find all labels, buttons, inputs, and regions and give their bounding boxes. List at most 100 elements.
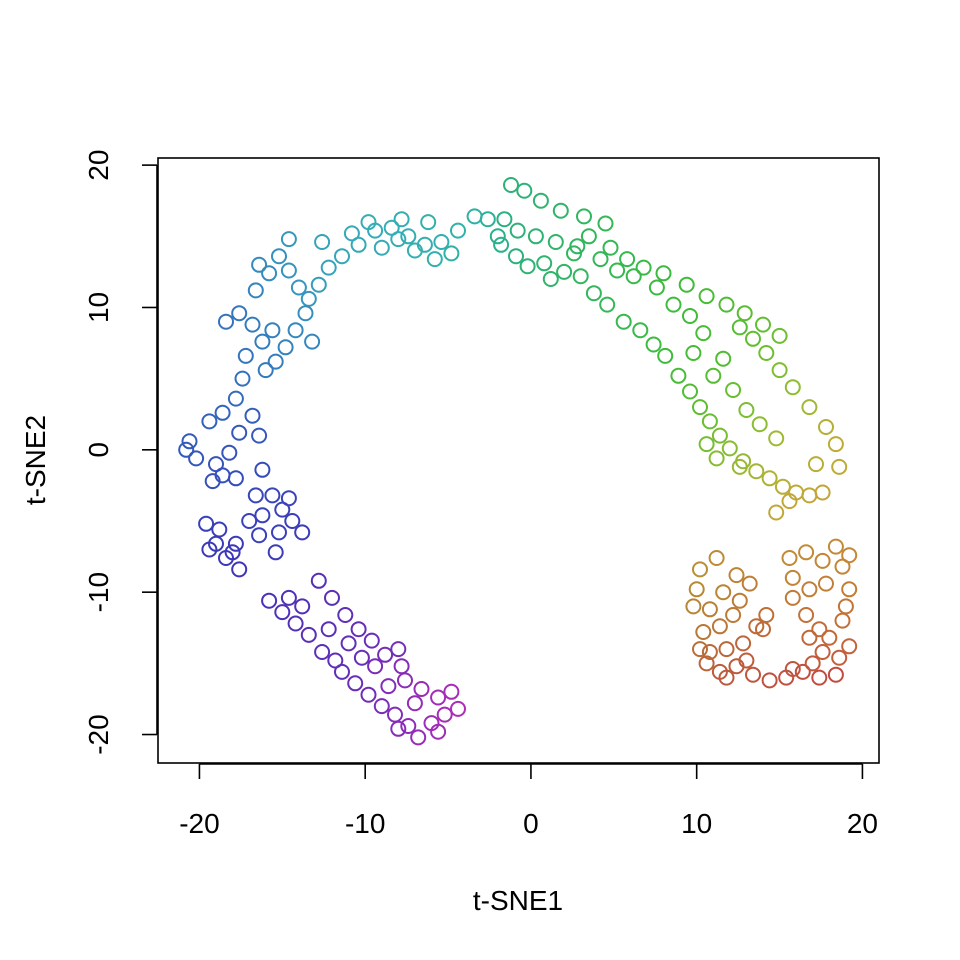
- scatter-point: [314, 234, 331, 250]
- scatter-point: [390, 720, 407, 737]
- scatter-point: [592, 251, 609, 268]
- scatter-point: [290, 279, 307, 296]
- scatter-point: [320, 621, 337, 638]
- scatter-point: [353, 649, 370, 666]
- scatter-point: [280, 490, 297, 507]
- scatter-point: [841, 638, 858, 655]
- x-tick-label: -10: [345, 808, 385, 839]
- scatter-point: [479, 211, 496, 228]
- scatter-point: [527, 228, 544, 245]
- scatter-point: [284, 513, 301, 529]
- scatter-point: [665, 296, 682, 313]
- scatter-point: [632, 322, 649, 339]
- scatter-point: [264, 487, 281, 504]
- scatter-point: [343, 225, 360, 242]
- scatter-point: [761, 470, 778, 487]
- scatter-point: [390, 231, 407, 248]
- y-tick-label: 10: [83, 292, 114, 323]
- scatter-point: [827, 538, 844, 555]
- scatter-point: [247, 487, 264, 504]
- scatter-point: [536, 255, 553, 272]
- scatter-point: [692, 641, 708, 658]
- scatter-point: [731, 319, 748, 336]
- scatter-point: [731, 458, 748, 475]
- scatter-point: [695, 624, 712, 640]
- scatter-point: [373, 239, 390, 256]
- scatter-point: [556, 263, 573, 280]
- scatter-point: [781, 493, 798, 510]
- scatter-point: [738, 652, 755, 669]
- scatter-point: [745, 330, 761, 347]
- scatter-point: [231, 561, 248, 578]
- scatter-point: [337, 607, 354, 623]
- scatter-point: [360, 686, 377, 703]
- scatter-point: [688, 581, 705, 598]
- scatter-point: [334, 248, 350, 265]
- scatter-point: [841, 581, 858, 598]
- scatter-point: [350, 236, 367, 253]
- scatter-point: [406, 242, 423, 259]
- scatter-point: [745, 666, 761, 683]
- x-tick-label: 10: [681, 808, 712, 839]
- scatter-point: [380, 678, 397, 695]
- scatter-point: [808, 456, 824, 473]
- scatter-point: [231, 305, 248, 322]
- scatter-point: [443, 683, 460, 700]
- scatter-point: [721, 440, 738, 457]
- scatter-point: [218, 313, 234, 330]
- scatter-point: [393, 658, 410, 675]
- scatter-point: [214, 404, 231, 421]
- scatter-point: [201, 413, 218, 430]
- scatter-point: [261, 592, 278, 609]
- x-tick-label: -20: [179, 808, 219, 839]
- scatter-point: [294, 598, 311, 615]
- scatter-point: [287, 322, 304, 339]
- scatter-point: [827, 666, 844, 683]
- scatter-point: [224, 544, 241, 561]
- scatter-point: [267, 353, 284, 370]
- scatter-point: [508, 248, 524, 265]
- scatter-point: [254, 461, 271, 478]
- scatter-point: [718, 669, 735, 686]
- scatter-point: [201, 541, 218, 558]
- scatter-point: [334, 663, 350, 680]
- scatter-point: [443, 245, 460, 262]
- scatter-point: [397, 672, 413, 689]
- scatter-point: [181, 433, 198, 450]
- scatter-point: [715, 584, 732, 601]
- scatter-point: [261, 265, 278, 282]
- y-tick-label: -10: [83, 572, 114, 612]
- scatter-point: [718, 296, 735, 313]
- scatter-point: [267, 544, 284, 561]
- scatter-point: [489, 228, 506, 245]
- scatter-point: [300, 290, 317, 307]
- scatter-point: [736, 305, 753, 322]
- scatter-point: [761, 672, 778, 689]
- scatter-point: [602, 239, 619, 256]
- scatter-point: [360, 214, 377, 231]
- scatter-point: [735, 635, 752, 652]
- scatter-point: [244, 407, 261, 424]
- scatter-point: [254, 507, 271, 524]
- scatter-point: [393, 211, 410, 228]
- scatter-point: [227, 470, 244, 487]
- scatter-point: [837, 598, 854, 615]
- scatter-point: [509, 222, 526, 239]
- scatter-point: [685, 345, 702, 361]
- scatter-point: [784, 661, 801, 677]
- scatter-point: [698, 655, 715, 672]
- scatter-point: [277, 339, 294, 356]
- scatter-point: [774, 478, 791, 495]
- scatter-point: [420, 214, 437, 231]
- scatter-point: [413, 681, 430, 697]
- scatter-point: [324, 589, 340, 606]
- scatter-point: [657, 347, 674, 364]
- scatter-point: [711, 618, 728, 635]
- y-axis: -20 -10 0 10 20: [83, 150, 158, 755]
- scatter-point: [804, 655, 821, 672]
- scatter-point: [572, 268, 589, 285]
- scatter-point: [377, 646, 394, 663]
- scatter-point: [310, 276, 327, 293]
- scatter-point: [834, 558, 851, 575]
